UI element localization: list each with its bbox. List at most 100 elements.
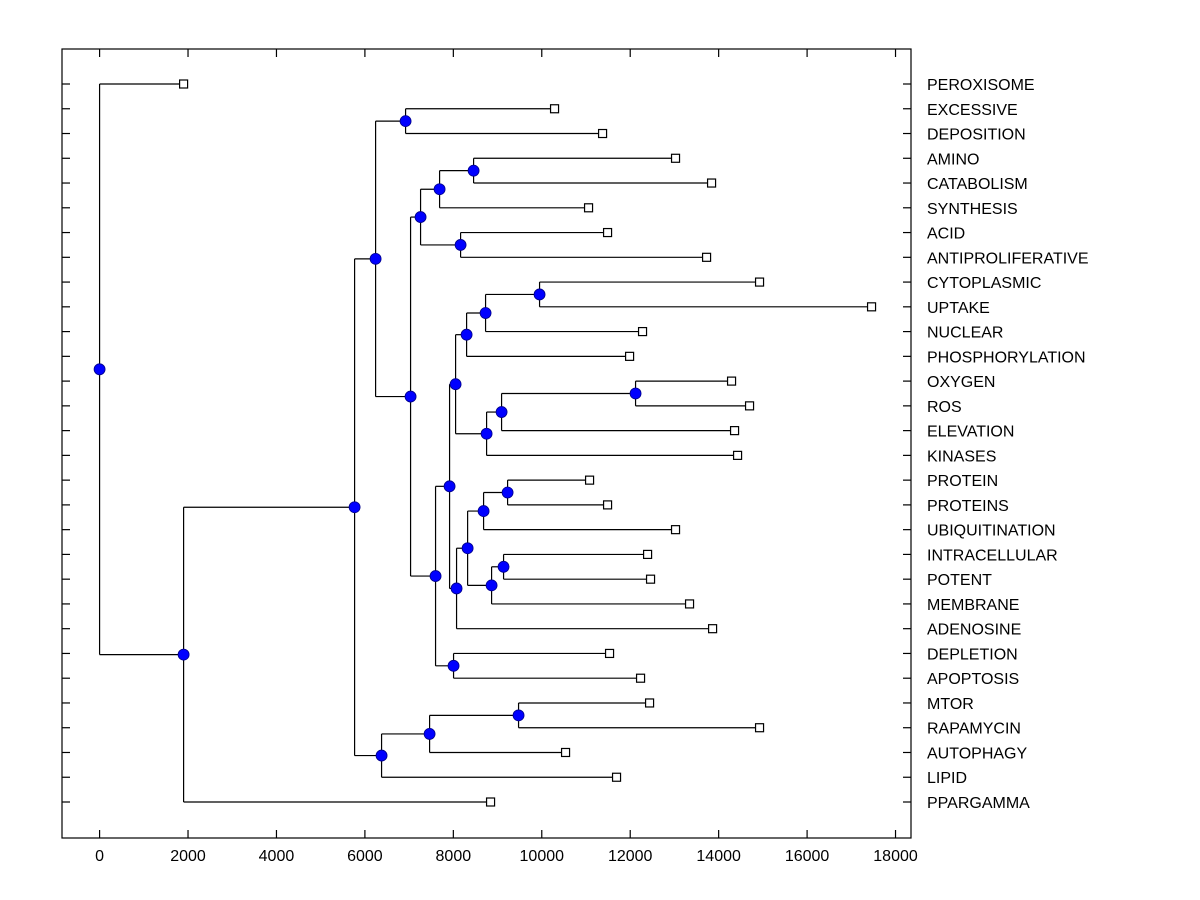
merge-node-marker bbox=[479, 307, 492, 319]
leaf-label: ADENOSINE bbox=[927, 622, 1021, 639]
leaf-marker bbox=[701, 252, 712, 262]
merge-node-marker bbox=[485, 579, 498, 592]
leaf-marker bbox=[485, 797, 496, 807]
leaf-label: POTENT bbox=[927, 572, 992, 589]
leaf-label: SYNTHESIS bbox=[927, 201, 1018, 218]
leaf-marker bbox=[744, 401, 755, 411]
x-tick-label: 18000 bbox=[873, 848, 918, 865]
leaf-label: DEPLETION bbox=[927, 646, 1018, 663]
leaf-marker bbox=[602, 227, 613, 238]
leaf-marker bbox=[706, 178, 717, 188]
leaf-label: AUTOPHAGY bbox=[927, 745, 1028, 762]
leaf-label: PPARGAMMA bbox=[927, 795, 1030, 812]
merge-node-marker bbox=[460, 328, 473, 341]
merge-node-marker bbox=[533, 288, 546, 301]
plot-frame bbox=[61, 48, 912, 839]
leaf-label: PHOSPHORYLATION bbox=[927, 349, 1086, 366]
merge-node-marker bbox=[467, 164, 480, 177]
leaf-marker bbox=[637, 326, 648, 337]
leaf-marker bbox=[866, 302, 877, 312]
merge-node-marker bbox=[461, 542, 474, 555]
leaf-marker bbox=[584, 475, 595, 485]
merge-node-marker bbox=[177, 648, 190, 661]
merge-node-marker bbox=[93, 363, 106, 376]
branches bbox=[98, 83, 872, 803]
merge-node-marker bbox=[375, 749, 388, 762]
leaf-label: APOPTOSIS bbox=[927, 671, 1019, 688]
leaf-label: CATABOLISM bbox=[927, 176, 1028, 193]
leaf-marker bbox=[726, 376, 737, 386]
leaf-marker bbox=[707, 624, 718, 634]
leaf-marker bbox=[560, 747, 571, 758]
leaf-marker bbox=[684, 599, 695, 609]
leaf-label: ROS bbox=[927, 399, 962, 416]
leaf-marker bbox=[642, 549, 653, 560]
leaf-marker bbox=[583, 203, 594, 213]
merge-node-marker bbox=[369, 252, 382, 265]
merge-node-marker bbox=[450, 582, 463, 595]
merge-node-marker bbox=[454, 239, 467, 251]
merge-node-marker bbox=[404, 390, 417, 403]
leaf-label: LIPID bbox=[927, 770, 967, 787]
merge-node-marker bbox=[414, 211, 427, 223]
leaf-label: NUCLEAR bbox=[927, 325, 1003, 342]
leaf-label: ACID bbox=[927, 226, 965, 243]
leaf-label: DEPOSITION bbox=[927, 127, 1026, 144]
merge-node-marker bbox=[447, 659, 460, 672]
leaf-label: CYTOPLASMIC bbox=[927, 275, 1041, 292]
leaf-marker bbox=[179, 79, 189, 89]
merge-node-marker bbox=[429, 570, 442, 582]
leaf-labels: PEROXISOME EXCESSIVE DEPOSITION AMINO CATABO… bbox=[927, 77, 1089, 812]
leaf-label: INTRACELLULAR bbox=[927, 547, 1058, 564]
leaf-label: OXYGEN bbox=[927, 374, 995, 391]
x-axis-tick-labels: 0 2000 4000 6000 8000 10000 12000 14000 16000 180… bbox=[95, 848, 918, 865]
y-axis-ticks bbox=[62, 83, 911, 803]
leaf-label: PROTEINS bbox=[927, 498, 1009, 515]
x-tick-label: 6000 bbox=[347, 848, 383, 865]
merge-node-marker bbox=[501, 486, 514, 499]
merge-node-marker bbox=[629, 387, 642, 400]
x-tick-label: 10000 bbox=[520, 848, 565, 865]
leaf-marker bbox=[635, 673, 646, 683]
leaf-label: RAPAMYCIN bbox=[927, 721, 1021, 738]
x-tick-label: 14000 bbox=[696, 848, 741, 865]
leaf-marker bbox=[549, 104, 560, 114]
merge-node-marker bbox=[480, 427, 493, 440]
merge-node-marker bbox=[495, 406, 508, 418]
x-tick-label: 4000 bbox=[259, 848, 295, 865]
leaf-marker bbox=[597, 128, 608, 139]
leaf-label: PROTEIN bbox=[927, 473, 998, 490]
leaf-label: UBIQUITINATION bbox=[927, 523, 1056, 540]
x-tick-label: 0 bbox=[95, 848, 104, 865]
merge-node-marker bbox=[477, 505, 490, 517]
x-tick-label: 8000 bbox=[436, 848, 472, 865]
leaf-marker bbox=[645, 574, 656, 584]
leaf-label: PEROXISOME bbox=[927, 77, 1035, 94]
merge-node-marker bbox=[443, 480, 456, 493]
leaf-marker bbox=[754, 723, 765, 733]
leaf-marker bbox=[604, 648, 615, 659]
x-axis-ticks bbox=[98, 49, 897, 838]
node-markers bbox=[93, 115, 642, 762]
leaf-marker bbox=[670, 525, 681, 535]
leaf-label: ELEVATION bbox=[927, 424, 1014, 441]
x-tick-label: 12000 bbox=[608, 848, 653, 865]
leaf-label: MEMBRANE bbox=[927, 597, 1019, 614]
merge-node-marker bbox=[497, 560, 510, 573]
leaf-label: MTOR bbox=[927, 696, 974, 713]
leaf-marker bbox=[732, 450, 743, 460]
leaf-label: ANTIPROLIFERATIVE bbox=[927, 250, 1089, 267]
leaf-label: EXCESSIVE bbox=[927, 102, 1018, 119]
leaf-label: KINASES bbox=[927, 448, 996, 465]
leaf-marker bbox=[644, 698, 655, 708]
merge-node-marker bbox=[348, 501, 361, 514]
merge-node-marker bbox=[512, 709, 525, 722]
leaf-marker bbox=[670, 153, 681, 163]
leaf-marker bbox=[611, 772, 622, 782]
x-tick-label: 16000 bbox=[785, 848, 830, 865]
merge-node-marker bbox=[423, 728, 436, 740]
x-tick-label: 2000 bbox=[170, 848, 206, 865]
leaf-marker bbox=[624, 351, 635, 361]
merge-node-marker bbox=[433, 183, 446, 196]
